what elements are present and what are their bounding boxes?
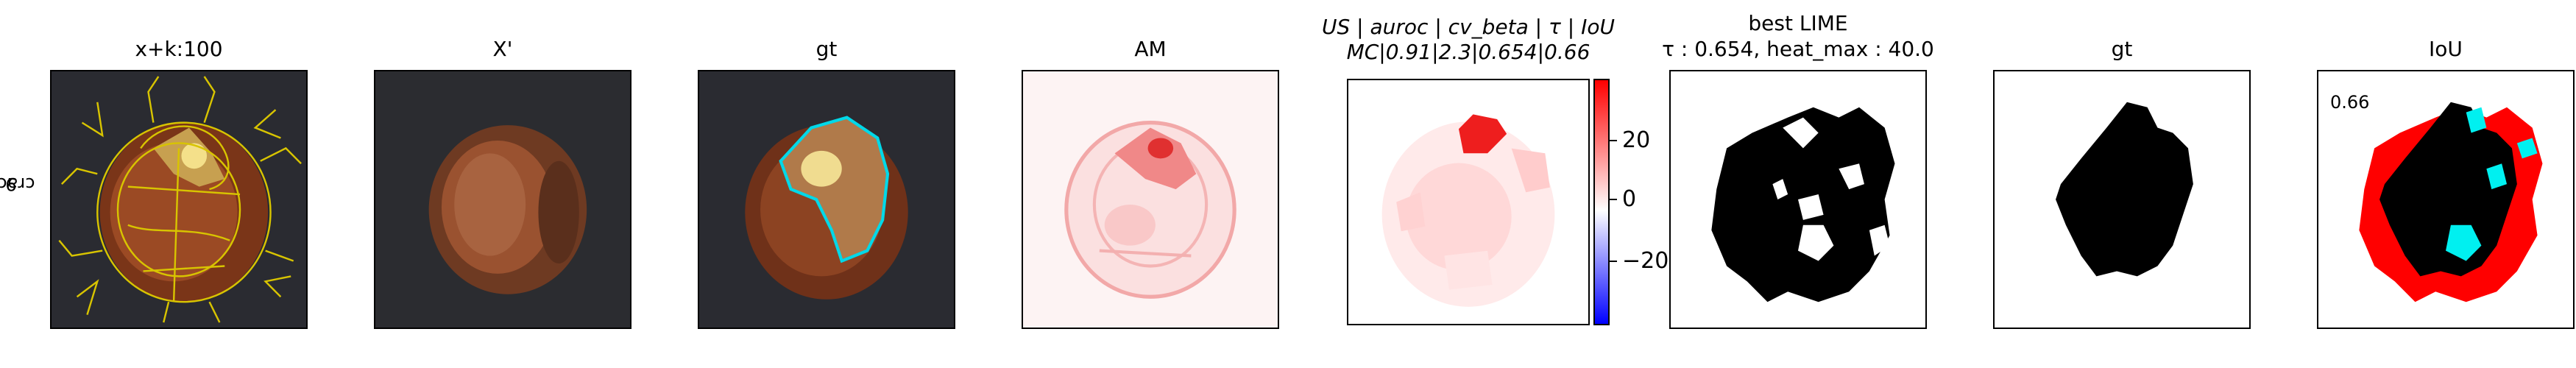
panel-anomaly-map: AM <box>1022 37 1279 329</box>
superpixel-image <box>50 70 308 329</box>
panel-title-line1: US | auroc | cv_beta | τ | IoU <box>1322 15 1615 39</box>
panel-title: X' <box>492 37 513 61</box>
panel-title-line2: MC|0.91|2.3|0.654|0.66 <box>1346 40 1590 64</box>
panel-title-line1: best LIME <box>1748 11 1848 35</box>
panel-title: gt <box>2111 37 2133 61</box>
panel-reconstruction: X' <box>374 37 631 329</box>
metrics-heatmap-image <box>1347 79 1590 325</box>
iou-value: 0.66 <box>2330 92 2370 113</box>
reconstruction-image <box>374 70 631 329</box>
colorbar-label: 20 <box>1622 127 1651 153</box>
panel-title-line2: τ : 0.654, heat_max : 40.0 <box>1662 37 1934 61</box>
panel-title: IoU <box>2429 37 2463 61</box>
colorbar-tick <box>1610 261 1617 262</box>
colorbar-label: −20 <box>1622 248 1669 274</box>
row-label-index: 9 <box>5 174 17 194</box>
lime-mask-image <box>1669 70 1927 329</box>
anomaly-map-image <box>1022 70 1279 329</box>
row-label: crack9 <box>0 147 35 221</box>
panel-title: x+k:100 <box>135 37 223 61</box>
iou-image <box>2317 70 2575 329</box>
panel-metrics-heatmap: US | auroc | cv_beta | τ | IoU MC|0.91|2… <box>1322 15 1615 325</box>
panel-title: AM <box>1134 37 1167 61</box>
panel-gt-overlay: gt <box>698 37 955 329</box>
panel-best-lime: best LIME τ : 0.654, heat_max : 40.0 <box>1662 11 1934 329</box>
panel-iou: IoU 0.66 <box>2317 37 2575 329</box>
gt-mask-image <box>1993 70 2251 329</box>
colorbar-label: 0 <box>1622 186 1637 212</box>
gt-overlay-image <box>698 70 955 329</box>
colorbar <box>1593 79 1610 325</box>
colorbar-tick <box>1610 199 1617 200</box>
colorbar-tick <box>1610 140 1617 141</box>
panel-gt-mask: gt <box>1993 37 2251 329</box>
panel-superpixels: x+k:100 <box>50 37 308 329</box>
panel-title: gt <box>815 37 838 61</box>
